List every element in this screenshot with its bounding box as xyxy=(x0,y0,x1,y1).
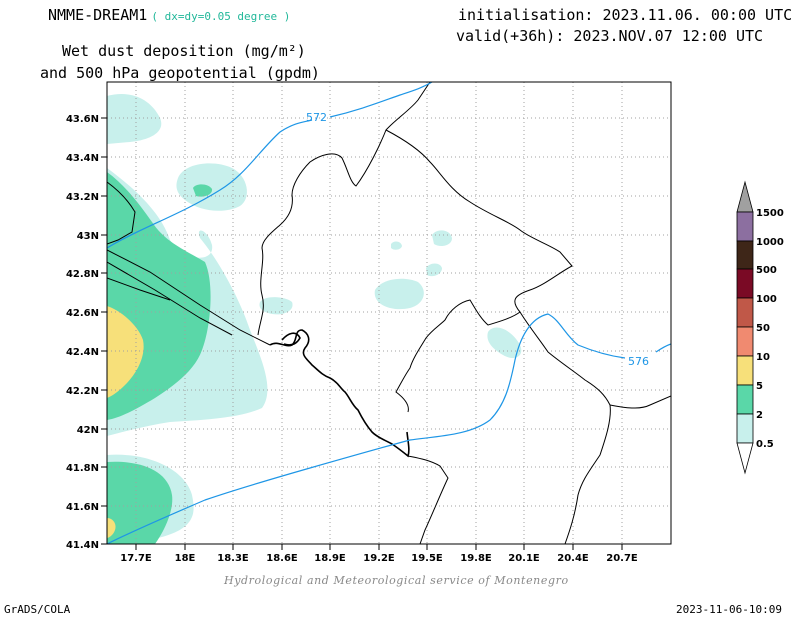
legend-swatch-10 xyxy=(736,326,754,357)
coastline-montenegro xyxy=(269,329,410,458)
contour-label-572: 572 xyxy=(306,111,327,124)
border-line xyxy=(257,82,431,336)
dust-fields xyxy=(107,94,522,544)
lat-label: 43.4N xyxy=(66,153,99,164)
dust-field-low xyxy=(487,327,522,359)
lat-label: 42.2N xyxy=(66,386,99,397)
legend-swatch-100 xyxy=(736,268,754,299)
software-label: GrADS/COLA xyxy=(4,603,71,616)
lat-label: 42.8N xyxy=(66,269,99,280)
border-line xyxy=(107,277,171,301)
lat-label: 42N xyxy=(77,425,99,436)
contour-572 xyxy=(107,82,433,249)
geopotential-contours xyxy=(107,82,671,544)
dust-field-low xyxy=(176,163,247,211)
lon-label: 18.3E xyxy=(217,553,249,564)
legend-label: 100 xyxy=(756,294,777,305)
lon-label: 19.5E xyxy=(411,553,443,564)
lat-label: 41.8N xyxy=(66,463,99,474)
dust-field-high xyxy=(107,306,144,398)
legend-arrow-bottom xyxy=(736,442,754,475)
lat-label: 41.4N xyxy=(66,540,99,551)
border-line xyxy=(107,249,271,346)
dust-field-mid xyxy=(193,184,213,197)
lat-label: 41.6N xyxy=(66,502,99,513)
lon-label: 20.1E xyxy=(508,553,540,564)
lat-label: 43N xyxy=(77,231,99,242)
dust-field-low xyxy=(432,230,452,246)
legend-label: 5 xyxy=(756,381,763,392)
legend-label: 1500 xyxy=(756,208,784,219)
border-line xyxy=(519,311,611,544)
model-title: NMME-DREAM1( dx=dy=0.05 degree ) xyxy=(48,6,290,24)
border-line xyxy=(407,455,449,544)
lon-label: 18.6E xyxy=(266,553,298,564)
legend-swatch-50 xyxy=(736,297,754,328)
axis-ticks xyxy=(101,117,623,550)
variable-title-line1: Wet dust deposition (mg/m²) xyxy=(62,42,306,60)
dust-field-low xyxy=(391,241,402,250)
variable-title-line2: and 500 hPa geopotential (gpdm) xyxy=(40,64,320,82)
color-legend xyxy=(736,180,754,475)
border-line xyxy=(385,129,573,413)
lon-label: 17.7E xyxy=(120,553,152,564)
legend-swatch-500 xyxy=(736,240,754,270)
valid-time: valid(+36h): 2023.NOV.07 12:00 UTC xyxy=(456,27,764,45)
dust-field-low xyxy=(374,278,424,310)
map-frame xyxy=(106,81,672,545)
legend-label: 500 xyxy=(756,265,777,276)
legend-arrow-top xyxy=(736,180,754,213)
model-name: NMME-DREAM1 xyxy=(48,6,148,24)
legend-swatch-5 xyxy=(736,355,754,386)
lat-label: 42.6N xyxy=(66,308,99,319)
legend-swatch-1000 xyxy=(736,211,754,242)
legend-label: 2 xyxy=(756,410,763,421)
legend-label: 50 xyxy=(756,323,770,334)
lon-label: 18E xyxy=(175,553,196,564)
dust-field-low xyxy=(107,94,162,144)
contour-576 xyxy=(107,313,671,544)
initialisation-time: initialisation: 2023.11.06. 00:00 UTC xyxy=(458,6,793,24)
lon-label: 19.2E xyxy=(363,553,395,564)
lon-label: 19.8E xyxy=(460,553,492,564)
contour-label-576: 576 xyxy=(628,355,649,368)
lon-label: 20.4E xyxy=(557,553,589,564)
lat-label: 43.6N xyxy=(66,114,99,125)
lon-label: 18.9E xyxy=(314,553,346,564)
coastline xyxy=(269,329,410,458)
coastline-bay xyxy=(281,332,301,346)
border-line xyxy=(107,261,233,336)
credit-text: Hydrological and Meteorological service … xyxy=(224,574,569,587)
lat-label: 42.4N xyxy=(66,347,99,358)
legend-swatch-2 xyxy=(736,384,754,415)
dust-field-low xyxy=(426,263,442,277)
legend-swatch-0.5 xyxy=(736,413,754,444)
dust-field-low xyxy=(259,297,293,315)
dust-field-high xyxy=(107,518,116,538)
legend-label: 1000 xyxy=(756,237,784,248)
lat-label: 43.2N xyxy=(66,192,99,203)
border-line xyxy=(609,395,671,409)
dust-field-mid xyxy=(107,461,173,544)
render-timestamp: 2023-11-06-10:09 xyxy=(676,603,782,616)
legend-label: 0.5 xyxy=(756,439,774,450)
lon-label: 20.7E xyxy=(606,553,638,564)
border-line xyxy=(107,181,136,245)
legend-label: 10 xyxy=(756,352,770,363)
country-borders xyxy=(107,82,671,544)
model-resolution: ( dx=dy=0.05 degree ) xyxy=(151,10,291,23)
